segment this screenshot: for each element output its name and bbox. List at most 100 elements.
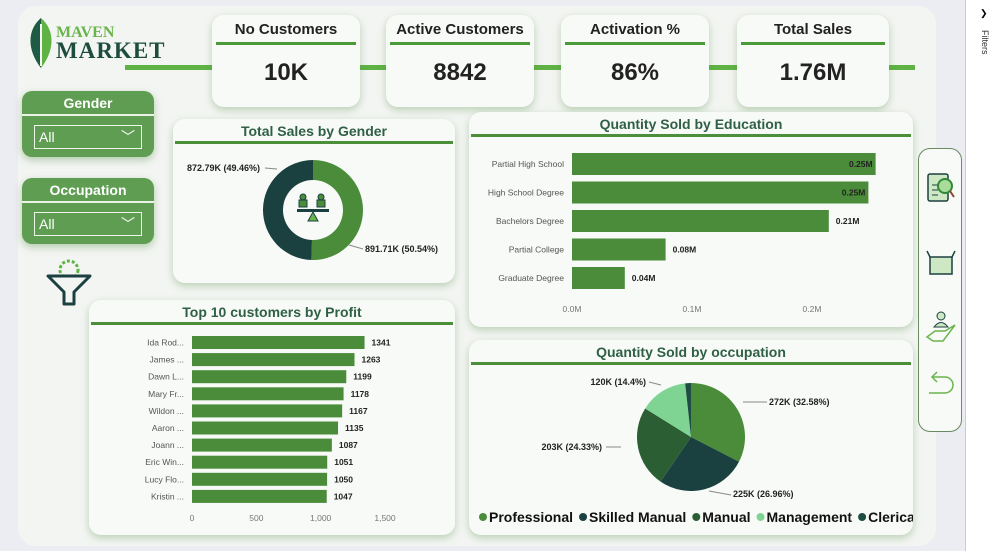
kpi-value: 1.76M (779, 59, 847, 86)
kpi-title: No Customers (234, 21, 338, 38)
kpi-title: Activation % (589, 21, 680, 38)
pie-slice (645, 383, 691, 437)
data-label: 872.79K (49.46%) (187, 163, 260, 173)
data-label: 120K (14.4%) (590, 377, 646, 387)
bar (192, 421, 339, 435)
brand-line2: MARKET (56, 38, 166, 63)
kpi-total-sales: Total Sales 1.76M (737, 15, 889, 107)
donut-slice (263, 160, 313, 260)
filter-gear-icon[interactable] (44, 256, 94, 306)
data-label: 0.08M (673, 245, 697, 255)
chevron-down-icon: ﹀ (121, 129, 135, 145)
bar (192, 472, 328, 486)
data-label: 1263 (362, 355, 381, 365)
x-tick-label: 1,500 (374, 513, 396, 523)
category-label: Partial High School (492, 159, 564, 169)
person-head (299, 193, 307, 201)
bar (192, 438, 332, 452)
filters-pane[interactable]: ❯ Filters (965, 0, 1000, 551)
education-card: Quantity Sold by Education Partial High … (469, 112, 913, 327)
x-tick-label: 0 (190, 513, 195, 523)
data-label: 0.04M (632, 273, 656, 283)
legend-marker (756, 513, 765, 521)
collapse-icon[interactable]: ❯ (980, 8, 988, 18)
data-label: 203K (24.33%) (541, 442, 602, 452)
category-label: Mary Fr... (148, 389, 184, 399)
data-label: 1199 (353, 372, 372, 382)
bar (192, 404, 343, 418)
category-label: Kristin ... (151, 491, 184, 501)
x-tick-label: 500 (249, 513, 263, 523)
person-head (317, 193, 325, 201)
kpi-value: 8842 (433, 59, 487, 86)
legend-marker (479, 513, 487, 521)
category-label: Ida Rod... (147, 338, 184, 348)
leader-line (648, 381, 662, 386)
person-body (316, 199, 326, 208)
legend-marker (579, 513, 588, 521)
pie-slice (660, 437, 739, 491)
leaf-icon (30, 18, 52, 68)
page-navigation (918, 148, 962, 432)
legend-item: Clerical (868, 509, 913, 525)
kpi-active-customers: Active Customers 8842 (386, 15, 534, 107)
customer-hand-icon[interactable] (925, 309, 957, 343)
maven-market-logo: MAVEN MARKET (24, 16, 184, 72)
x-tick-label: 0.0M (563, 304, 582, 314)
kpi-value: 86% (610, 59, 660, 86)
pie-slice (691, 383, 745, 462)
category-label: Bachelors Degree (496, 216, 564, 226)
kpi-activation: Activation % 86% (561, 15, 709, 107)
back-arrow-icon[interactable] (927, 367, 957, 397)
pie-slice (685, 383, 691, 437)
occupation-pie-chart: 272K (32.58%) 225K (26.96%) 203K (24.33%) 1… (479, 377, 913, 525)
category-label: Joann ... (151, 440, 184, 450)
bar (572, 153, 876, 175)
balance-beam (297, 209, 329, 212)
data-label: 1087 (339, 440, 358, 450)
legend-item: Professional (489, 509, 573, 525)
bar (572, 238, 666, 261)
category-label: James ... (150, 355, 184, 365)
donut-slice (311, 160, 364, 260)
category-label: Wildon ... (149, 406, 184, 416)
x-tick-label: 1,000 (310, 513, 332, 523)
dropdown-value: All (39, 129, 55, 145)
bar (192, 489, 327, 503)
data-label: 225K (26.96%) (733, 489, 794, 499)
kpi-value: 10K (263, 59, 309, 86)
data-label: 0.25M (842, 188, 866, 198)
product-box-icon[interactable] (926, 249, 956, 277)
occupation-dropdown[interactable]: All ﹀ (34, 212, 142, 236)
top-customers-card: Top 10 customers by Profit Ida Rod... 134… (89, 300, 455, 535)
leader-line (348, 244, 364, 250)
gender-dropdown[interactable]: All ﹀ (34, 125, 142, 149)
report-search-icon[interactable] (926, 171, 956, 205)
filters-label[interactable]: Filters (980, 30, 990, 55)
data-label: 891.71K (50.54%) (365, 244, 438, 254)
kpi-title: Active Customers (396, 21, 524, 38)
top-customers-bar-chart: Ida Rod... 1341 James ... 1263 Dawn L... 1199… (145, 336, 396, 523)
dropdown-value: All (39, 216, 55, 232)
data-label: 272K (32.58%) (769, 397, 830, 407)
legend-marker (692, 513, 701, 521)
category-label: High School Degree (488, 188, 564, 198)
category-label: Dawn L... (148, 372, 184, 382)
data-label: 0.21M (836, 216, 860, 226)
bar (192, 387, 344, 401)
person-body (298, 199, 308, 208)
chart-title: Total Sales by Gender (240, 123, 387, 139)
legend-marker (858, 513, 867, 521)
data-label: 1341 (372, 338, 391, 348)
category-label: Graduate Degree (498, 273, 564, 283)
chart-title: Quantity Sold by occupation (596, 344, 786, 360)
brand-line1: MAVEN (56, 24, 115, 41)
category-label: Lucy Flo... (145, 474, 184, 484)
data-label: 1178 (351, 389, 370, 399)
data-label: 1047 (334, 491, 353, 501)
legend-item: Skilled Manual (589, 509, 686, 525)
gender-balance-icon (297, 193, 329, 222)
slicer-title: Gender (63, 95, 113, 111)
legend-item: Management (767, 509, 853, 525)
chevron-down-icon: ﹀ (121, 216, 135, 232)
